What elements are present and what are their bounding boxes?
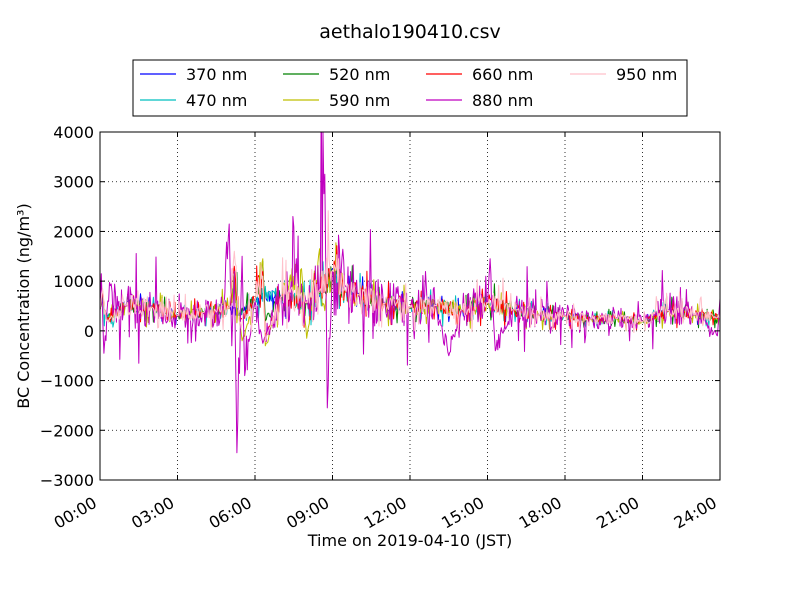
y-tick-label: 0: [84, 322, 94, 341]
legend-label: 470 nm: [186, 91, 247, 110]
x-axis-label: Time on 2019-04-10 (JST): [307, 531, 512, 550]
ticks: [99, 131, 721, 481]
y-tick-label: 3000: [53, 173, 94, 192]
legend-label: 520 nm: [329, 65, 390, 84]
y-tick-label: −3000: [40, 471, 94, 490]
legend-label: 880 nm: [472, 91, 533, 110]
legend-label: 950 nm: [616, 65, 677, 84]
y-tick-label: 4000: [53, 123, 94, 142]
legend-label: 590 nm: [329, 91, 390, 110]
legend-label: 660 nm: [472, 65, 533, 84]
legend: 370 nm 470 nm 520 nm 590 nm 660 nm 880 nm 950 …: [132, 59, 688, 117]
y-tick-label: 1000: [53, 272, 94, 291]
chart-title: aethalo190410.csv: [319, 21, 501, 43]
y-axis-label: BC Concentration (ng/m³): [14, 203, 33, 408]
y-tick-label: −1000: [40, 372, 94, 391]
y-tick-label: −2000: [40, 421, 94, 440]
y-tick-label: 2000: [53, 222, 94, 241]
legend-label: 370 nm: [186, 65, 247, 84]
y-tick-labels: 4000 3000 2000 1000 0 −1000 −2000 −3000: [40, 123, 94, 490]
series-line-950-nm: [100, 210, 720, 342]
series-group: [100, 132, 720, 454]
legend-box: [132, 59, 688, 117]
grid: [100, 132, 720, 480]
